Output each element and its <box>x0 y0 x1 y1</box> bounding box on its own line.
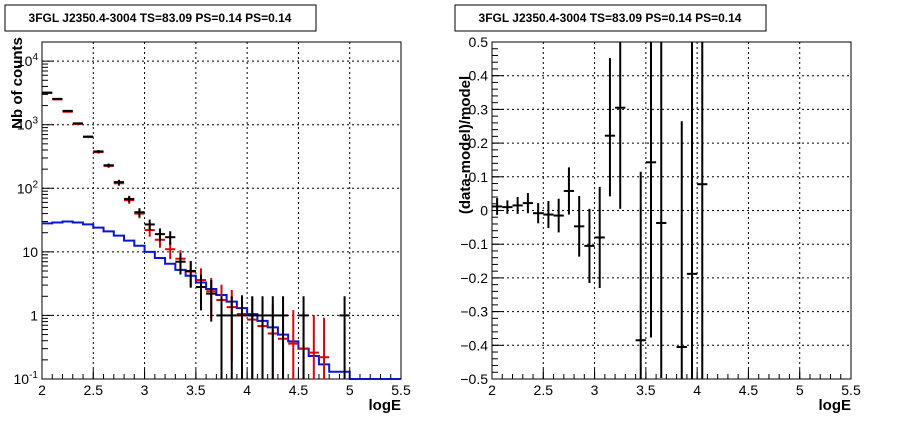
right-title-box <box>454 4 767 32</box>
black-data-point <box>144 219 155 231</box>
residual-point <box>533 203 544 224</box>
right-x-tick-label: 2.5 <box>534 382 554 398</box>
right-y-tick-label: −0.4 <box>460 337 488 353</box>
right-y-tick-label: −0.5 <box>460 371 488 387</box>
right-grid <box>492 42 851 379</box>
black-data-point <box>206 280 217 322</box>
residual-point <box>656 42 667 378</box>
right-panel: 2 2.5 3 3.5 4 4.5 5 5.5 −0.5 −0.4 −0.3 −0.2 −0.1 0 0.1… <box>454 4 861 414</box>
black-data-point <box>83 135 94 138</box>
right-y-tick-label: −0.1 <box>460 236 488 252</box>
right-x-tick-label: 4.5 <box>739 382 759 398</box>
black-data-point <box>257 296 268 379</box>
left-x-tick-label: 4 <box>243 382 251 398</box>
right-y-tick-label: 0.4 <box>469 68 489 84</box>
right-chart-title: 3FGL J2350.4-3004 TS=83.09 PS=0.14 PS=0.… <box>479 11 742 25</box>
left-y-tick-label: 10-1 <box>14 370 39 387</box>
left-x-tick-label: 3 <box>141 382 149 398</box>
right-data-layer <box>492 42 708 379</box>
black-data-point <box>113 179 125 185</box>
black-data-point <box>216 296 227 379</box>
black-data-point <box>124 195 135 203</box>
residual-point <box>697 42 708 379</box>
residual-point <box>512 197 523 214</box>
right-x-axis-label: logE <box>819 397 852 414</box>
right-y-tick-label: 0.5 <box>469 34 489 50</box>
residual-point <box>553 198 564 233</box>
black-data-point <box>339 296 350 379</box>
right-y-tick-label: −0.2 <box>460 270 488 286</box>
left-title-box <box>4 4 317 32</box>
residual-point <box>574 196 585 257</box>
residual-point <box>563 167 575 215</box>
black-data-point <box>154 228 166 242</box>
black-data-point <box>277 296 289 379</box>
red-data-point <box>288 310 299 379</box>
red-data-point <box>165 241 176 260</box>
red-data-point <box>308 315 319 379</box>
residual-point <box>686 42 698 379</box>
right-y-tick-label: 0.3 <box>469 101 489 117</box>
left-y-tick-label: 102 <box>17 179 39 196</box>
red-data-point <box>318 317 330 379</box>
black-data-point <box>267 296 278 379</box>
black-data-point <box>72 122 84 125</box>
right-x-tick-label: 4 <box>693 382 701 398</box>
right-y-tick-label: 0 <box>480 203 488 219</box>
residual-point <box>635 171 646 379</box>
residual-point <box>604 58 616 197</box>
black-data-point <box>52 97 63 100</box>
right-y-tick-label: −0.3 <box>460 304 488 320</box>
residual-point <box>594 186 605 289</box>
black-data-point <box>236 296 248 379</box>
black-data-point <box>134 208 145 217</box>
black-data-point <box>93 150 104 153</box>
residual-point <box>615 42 626 209</box>
black-data-point <box>165 231 176 245</box>
right-x-tick-label: 3 <box>591 382 599 398</box>
left-data-layer <box>42 91 401 380</box>
black-data-point <box>42 91 53 94</box>
black-data-point <box>195 274 207 311</box>
residual-point <box>584 208 595 283</box>
left-x-tick-label: 2 <box>38 382 46 398</box>
left-chart-title: 3FGL J2350.4-3004 TS=83.09 PS=0.14 PS=0.… <box>29 11 292 25</box>
right-x-tick-label: 3.5 <box>636 382 656 398</box>
right-plot-frame <box>491 41 852 380</box>
left-y-tick-label: 1 <box>30 307 38 323</box>
left-x-tick-label: 2.5 <box>84 382 104 398</box>
left-grid <box>42 42 401 379</box>
right-x-tick-label: 5 <box>796 382 804 398</box>
residual-point <box>645 42 657 338</box>
right-x-tick-label: 2 <box>488 382 496 398</box>
left-x-tick-label: 4.5 <box>289 382 309 398</box>
residual-point <box>522 192 534 214</box>
right-axes: 2 2.5 3 3.5 4 4.5 5 5.5 −0.5 −0.4 −0.3 −0.2 −0.1 0 0.1… <box>460 34 861 398</box>
black-data-point <box>103 163 114 168</box>
left-y-axis-label: Nb of counts <box>9 37 26 129</box>
left-x-tick-label: 5 <box>346 382 354 398</box>
residual-point <box>676 121 687 379</box>
model-step-line <box>42 220 401 380</box>
black-data-point <box>62 109 73 112</box>
right-y-tick-label: 0.1 <box>469 169 489 185</box>
right-y-axis-label: (data-model)/model <box>457 76 474 214</box>
left-x-axis-label: logE <box>369 397 402 414</box>
black-data-point <box>298 296 309 379</box>
right-y-tick-label: 0.2 <box>469 135 489 151</box>
left-x-tick-label: 5.5 <box>391 382 411 398</box>
residual-point <box>502 200 513 214</box>
black-data-point <box>247 296 258 379</box>
black-data-point <box>175 252 186 275</box>
left-y-tick-label: 10 <box>22 244 38 260</box>
right-x-tick-label: 5.5 <box>841 382 861 398</box>
left-x-tick-label: 3.5 <box>186 382 206 398</box>
black-data-point <box>226 296 237 379</box>
residual-point <box>543 201 554 229</box>
residual-point <box>492 198 503 215</box>
black-data-point <box>185 260 196 288</box>
